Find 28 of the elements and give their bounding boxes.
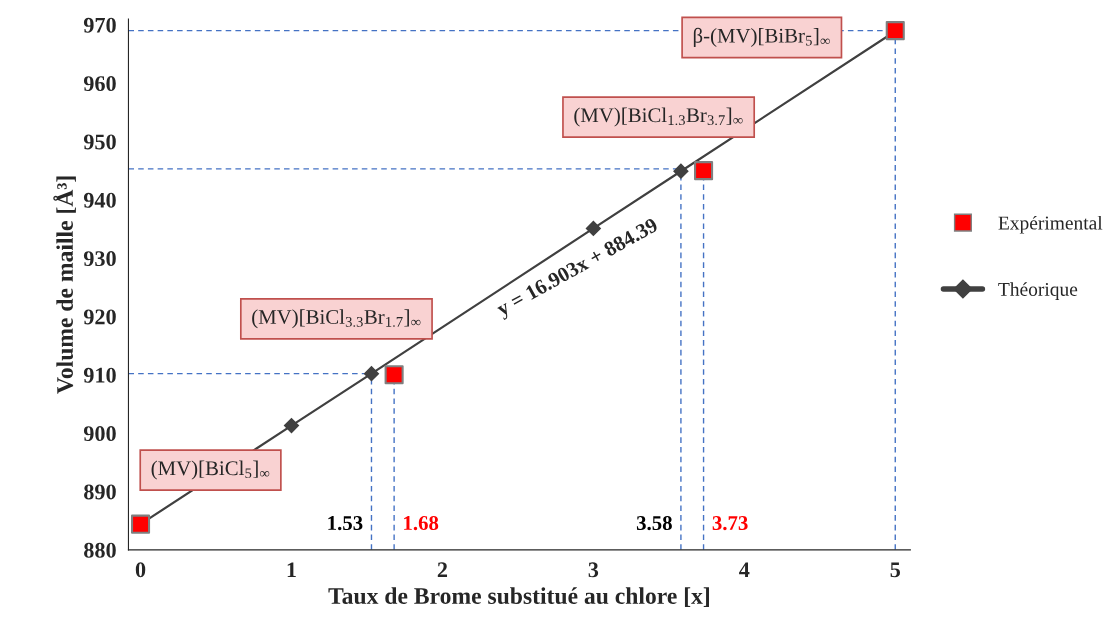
annotation: β-(MV)[BiBr$_{5}$]$_{∞}$	[693, 27, 830, 47]
annotation: (MV)[BiCl$_{5}$]$_{∞}$	[151, 460, 270, 480]
y-tick-label: 950	[83, 134, 116, 150]
x-tick-label: 4	[739, 562, 750, 578]
legend-label: Expérimental	[998, 215, 1103, 234]
y-tick-label: 940	[83, 192, 116, 208]
y-tick-label: 910	[83, 367, 116, 383]
x-tick-label: 3	[588, 562, 599, 578]
annotation: 3.58	[636, 516, 672, 531]
annotation: (MV)[BiCl$_{1.3}$Br$_{3.7}$]$_{∞}$	[574, 107, 743, 127]
y-tick-label: 930	[83, 251, 116, 267]
y-tick-label: 890	[84, 484, 116, 500]
annotation: 1.53	[328, 516, 363, 531]
annotation: 3.73	[712, 516, 748, 531]
x-tick-label: 0	[135, 562, 146, 578]
x-axis-title: Taux de Brome substitué au chlore [x]	[328, 587, 709, 607]
x-tick-label: 5	[890, 562, 900, 578]
x-tick-label: 2	[437, 562, 448, 578]
y-tick-label: 900	[83, 426, 116, 442]
annotation: (MV)[BiCl$_{3.3}$Br$_{1.7}$]$_{∞}$	[252, 309, 421, 329]
y-tick-label: 880	[84, 542, 116, 558]
legend-label: Théorique	[998, 282, 1078, 300]
annotation: 1.68	[404, 516, 439, 531]
x-tick-label: 1	[287, 562, 296, 578]
y-tick-label: 960	[83, 76, 116, 92]
y-axis-title: Volume de maille [Å³]	[53, 176, 76, 394]
y-tick-label: 920	[83, 309, 116, 325]
y-tick-label: 970	[83, 17, 116, 33]
